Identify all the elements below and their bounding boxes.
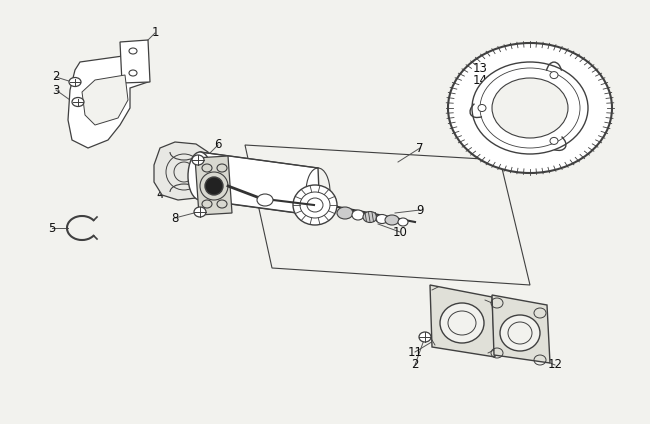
Ellipse shape bbox=[448, 43, 612, 173]
Text: 2: 2 bbox=[52, 70, 60, 84]
Ellipse shape bbox=[69, 78, 81, 86]
Ellipse shape bbox=[337, 207, 353, 219]
Ellipse shape bbox=[419, 332, 431, 342]
Text: 7: 7 bbox=[416, 142, 424, 154]
Text: 12: 12 bbox=[547, 359, 562, 371]
Text: 14: 14 bbox=[473, 73, 488, 86]
Ellipse shape bbox=[352, 210, 364, 220]
Ellipse shape bbox=[188, 152, 212, 200]
Text: 2: 2 bbox=[411, 359, 419, 371]
Text: 13: 13 bbox=[473, 61, 488, 75]
Ellipse shape bbox=[192, 155, 204, 165]
Ellipse shape bbox=[440, 303, 484, 343]
Text: 5: 5 bbox=[48, 221, 56, 234]
Text: 9: 9 bbox=[416, 204, 424, 217]
Ellipse shape bbox=[550, 72, 558, 78]
Ellipse shape bbox=[385, 215, 399, 225]
Polygon shape bbox=[200, 152, 320, 216]
Text: 3: 3 bbox=[52, 84, 60, 97]
Ellipse shape bbox=[376, 215, 388, 223]
Ellipse shape bbox=[363, 212, 377, 223]
Text: 10: 10 bbox=[393, 226, 408, 238]
Ellipse shape bbox=[194, 207, 206, 217]
Ellipse shape bbox=[72, 98, 84, 106]
Polygon shape bbox=[120, 40, 150, 83]
Ellipse shape bbox=[500, 315, 540, 351]
Ellipse shape bbox=[492, 78, 568, 138]
Text: 8: 8 bbox=[172, 212, 179, 224]
Polygon shape bbox=[154, 142, 210, 200]
Polygon shape bbox=[492, 295, 550, 363]
Polygon shape bbox=[68, 55, 148, 148]
Ellipse shape bbox=[550, 137, 558, 145]
Ellipse shape bbox=[293, 185, 337, 225]
Ellipse shape bbox=[205, 177, 223, 195]
Ellipse shape bbox=[398, 218, 408, 226]
Text: 4: 4 bbox=[156, 189, 164, 201]
Ellipse shape bbox=[257, 194, 273, 206]
Text: 11: 11 bbox=[408, 346, 422, 359]
Polygon shape bbox=[82, 75, 128, 125]
Polygon shape bbox=[195, 156, 232, 215]
Text: 1: 1 bbox=[151, 26, 159, 39]
Ellipse shape bbox=[478, 104, 486, 112]
Text: 6: 6 bbox=[214, 139, 222, 151]
Polygon shape bbox=[430, 285, 495, 357]
Ellipse shape bbox=[472, 62, 588, 154]
